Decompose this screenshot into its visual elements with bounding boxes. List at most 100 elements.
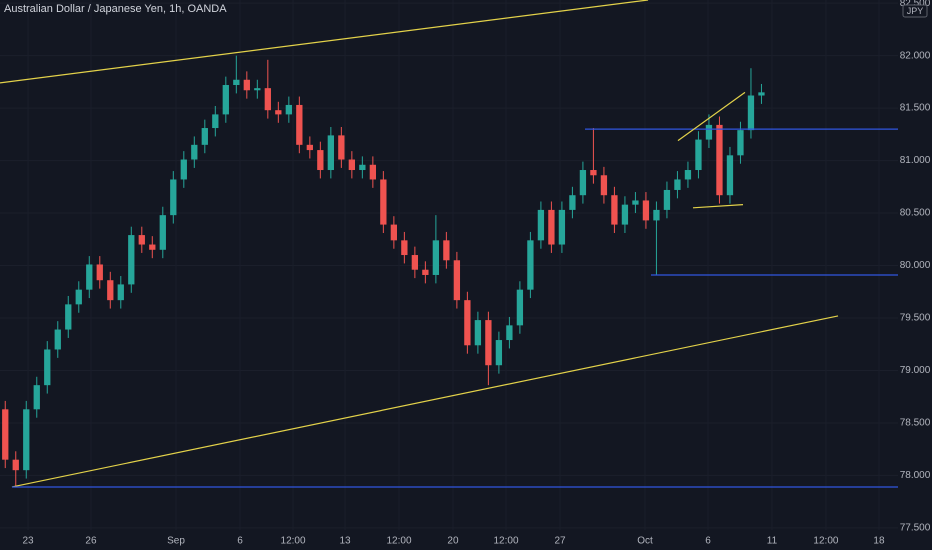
candle-body [65,304,72,330]
drawn-line [11,315,839,488]
candle-body [222,85,229,115]
x-tick-label: Oct [637,536,653,547]
candle-body [12,459,19,471]
x-tick-label: 13 [339,536,351,547]
candle-body [506,325,513,341]
candle-body [180,159,187,180]
candle-body [327,135,334,171]
plot-area [0,0,898,488]
candle-body [390,224,398,241]
candle-body [726,155,734,196]
x-tick-label: 12:00 [281,536,306,547]
candle-body [243,79,250,91]
currency-badge: JPY [907,6,924,16]
candle-body [684,170,692,180]
x-tick-label: 26 [85,536,97,547]
candle-body [117,284,124,301]
candle-body [611,195,618,225]
candle-body [401,240,408,256]
drawn-line [0,0,649,84]
drawn-line [677,91,746,142]
candle-body [201,128,208,145]
x-tick-label: 27 [554,536,566,547]
candle-body [653,209,660,221]
candle-body [369,164,377,180]
candle-body [296,104,303,145]
candle-body [600,175,608,196]
candle-body [464,300,471,346]
candle-body [642,200,650,221]
candle-body [317,150,324,171]
candle-body [758,92,765,96]
y-tick-label: 82.500 [900,0,931,9]
candle-body [474,320,482,346]
candle-body [2,409,9,460]
candle-body [579,170,587,196]
candle-body [96,264,103,281]
candle-body [275,110,282,115]
y-tick-label: 79.000 [900,365,931,376]
candle-body [233,79,240,86]
x-tick-label: 12:00 [813,536,838,547]
candle-body [663,189,671,210]
candle-body [170,179,177,216]
candle-body [44,349,51,386]
y-tick-label: 80.500 [900,208,931,219]
candle-body [674,179,681,190]
x-tick-label: 12:00 [494,536,519,547]
y-tick-label: 80.000 [900,260,931,271]
candle-body [747,95,755,131]
candle-body [443,240,450,261]
y-tick-label: 79.500 [900,313,931,324]
x-tick-label: 18 [873,536,885,547]
candle-body [590,170,597,176]
candle-body [264,88,271,111]
candle-body [159,215,166,250]
candle-body [75,289,82,305]
candle-body [348,159,355,171]
y-tick-label: 82.000 [900,50,931,61]
candle-body [23,409,30,471]
candle-body [695,139,702,171]
y-tick-label: 78.000 [900,470,931,481]
candle-body [548,209,555,245]
candle-body [212,114,219,129]
drawn-line [692,204,744,209]
candle-body [138,235,145,245]
candle-body [485,320,492,366]
candle-body [149,244,156,250]
candle-body [621,204,629,225]
candle-body [254,88,261,91]
candle-body [285,104,292,115]
candle-body [569,195,576,210]
x-tick-label: 12:00 [386,536,411,547]
candle-body [86,264,93,290]
candle-body [432,240,440,275]
y-tick-label: 78.500 [900,418,931,429]
x-tick-label: Sep [167,536,185,547]
candle-body [54,329,61,350]
candle-body [537,209,545,241]
candle-body [422,269,429,275]
x-tick-label: 6 [705,536,711,547]
candle-body [128,235,135,285]
candle-body [411,255,419,270]
x-tick-label: 11 [767,536,778,547]
candle-body [632,200,639,205]
candle-body [527,240,534,290]
y-tick-label: 81.000 [900,155,931,166]
y-tick-label: 81.500 [900,103,931,114]
axes: 77.500 78.000 78.500 79.000 79.500 80.000 80.5… [22,0,930,547]
candle-body [191,144,198,160]
grid [0,0,898,530]
x-tick-label: 23 [22,536,34,547]
candle-body [705,124,713,140]
x-tick-label: 20 [447,536,459,547]
currency-badge-box [902,4,928,18]
candle-body [33,385,40,410]
candle-body [306,144,313,151]
candle-body [558,209,566,245]
candle-body [737,130,744,156]
candle-body [495,340,503,366]
